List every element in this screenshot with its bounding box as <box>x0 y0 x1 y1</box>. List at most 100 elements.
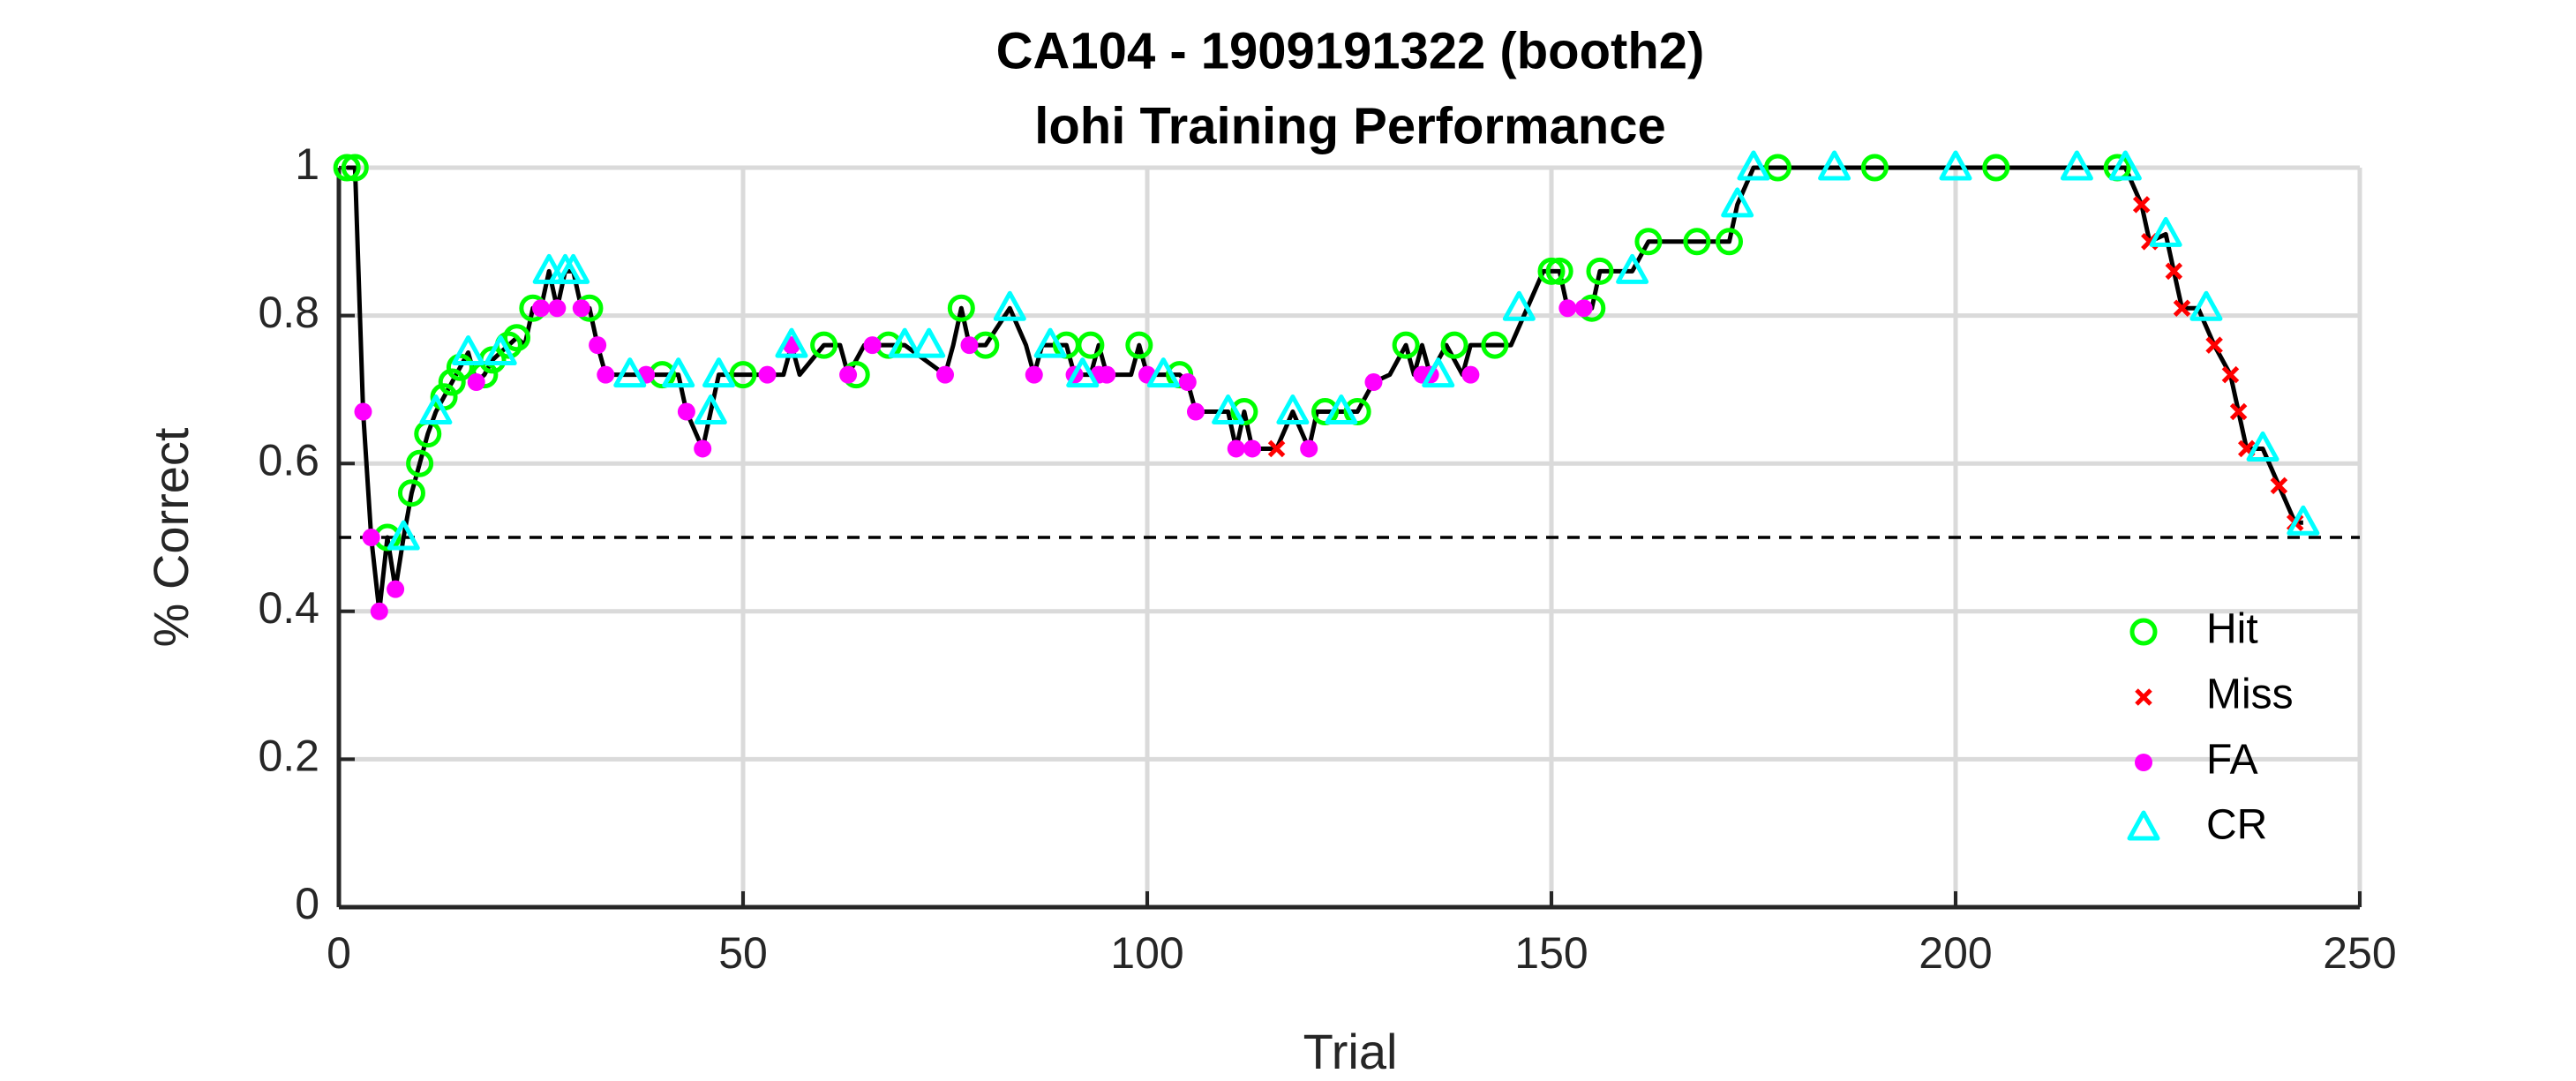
marker-hit <box>341 154 369 182</box>
x-tick-label: 50 <box>718 928 768 978</box>
marker-fa <box>694 439 712 458</box>
marker-fa <box>589 336 607 355</box>
marker-fa <box>1574 299 1593 318</box>
legend-marker <box>2129 618 2158 646</box>
marker-cr <box>1502 290 1536 321</box>
marker-fa <box>758 365 777 384</box>
marker-hit <box>1586 257 1614 285</box>
legend-label: FA <box>2206 737 2258 784</box>
marker-hit <box>406 449 434 477</box>
marker-hit <box>438 368 466 396</box>
marker-cr <box>2246 431 2279 462</box>
y-tick-label: 0.4 <box>258 583 319 633</box>
marker-fa <box>1178 373 1197 392</box>
y-tick-label: 1 <box>295 139 319 189</box>
marker-cr <box>694 394 727 425</box>
marker-hit <box>1683 228 1711 256</box>
y-tick-label: 0.8 <box>258 288 319 337</box>
marker-cr <box>1066 357 1100 388</box>
marker-miss <box>1267 439 1286 458</box>
marker-hit <box>1537 257 1566 285</box>
marker-hit <box>1230 398 1258 426</box>
marker-fa <box>1364 373 1383 392</box>
marker-cr <box>1939 150 1972 181</box>
marker-hit <box>1481 331 1509 359</box>
marker-fa <box>1186 402 1205 421</box>
marker-fa <box>572 299 590 318</box>
marker-cr <box>419 394 453 425</box>
chart-subtitle: lohi Training Performance <box>1034 97 1665 154</box>
marker-fa <box>548 299 567 318</box>
marker-cr <box>888 327 921 358</box>
marker-hit <box>1440 331 1468 359</box>
marker-fa <box>1243 439 1262 458</box>
x-tick-label: 200 <box>1919 928 1992 978</box>
marker-fa <box>1300 439 1318 458</box>
marker-fa <box>532 299 550 318</box>
y-tick-label: 0 <box>295 879 319 928</box>
marker-fa <box>362 529 380 546</box>
x-tick-label: 150 <box>1514 928 1588 978</box>
marker-hit <box>1860 154 1889 182</box>
x-tick-label: 100 <box>1110 928 1183 978</box>
marker-cr <box>1818 150 1851 181</box>
marker-hit <box>1392 331 1420 359</box>
marker-fa <box>936 365 954 384</box>
marker-fa <box>677 402 695 421</box>
marker-miss <box>2205 336 2223 354</box>
marker-miss <box>2173 299 2191 317</box>
marker-cr <box>662 357 695 388</box>
marker-cr <box>1033 327 1067 358</box>
marker-miss <box>2221 365 2240 384</box>
marker-miss <box>2229 402 2248 421</box>
marker-fa <box>960 336 979 355</box>
marker-cr <box>1276 394 1310 425</box>
marker-cr <box>557 253 590 284</box>
marker-hit <box>1982 154 2010 182</box>
marker-hit <box>1343 398 1371 426</box>
x-tick-label: 0 <box>327 928 351 978</box>
marker-cr <box>387 520 420 551</box>
marker-hit <box>397 479 425 507</box>
marker-cr <box>1146 357 1180 388</box>
marker-cr <box>1325 394 1358 425</box>
marker-cr <box>1616 253 1649 284</box>
marker-fa <box>839 365 858 384</box>
marker-cr <box>702 357 736 388</box>
marker-hit <box>729 361 757 389</box>
marker-hit <box>1311 398 1340 426</box>
marker-hit <box>333 154 361 182</box>
marker-hit <box>810 331 838 359</box>
marker-cr <box>1422 357 1455 388</box>
marker-fa <box>354 402 372 421</box>
performance-line <box>347 165 2303 614</box>
marker-cr <box>484 335 517 365</box>
marker-miss <box>2132 196 2151 214</box>
legend-label: Hit <box>2206 606 2258 653</box>
marker-fa <box>863 336 882 355</box>
marker-cr <box>2287 505 2320 536</box>
marker-cr <box>2060 150 2093 181</box>
marker-cr <box>2189 290 2223 321</box>
legend-marker <box>2135 688 2152 706</box>
marker-cr <box>613 357 647 388</box>
marker-cr <box>2108 150 2142 181</box>
marker-cr <box>912 327 946 358</box>
marker-cr <box>1721 187 1754 218</box>
marker-fa <box>1227 439 1245 458</box>
x-tick-label: 250 <box>2323 928 2396 978</box>
marker-hit <box>947 294 975 322</box>
marker-cr <box>993 290 1026 321</box>
x-axis-label: Trial <box>1303 1024 1398 1079</box>
marker-fa <box>597 365 615 384</box>
chart-title: CA104 - 1909191322 (booth2) <box>996 22 1705 79</box>
marker-hit <box>1634 228 1663 256</box>
marker-hit <box>1716 228 1744 256</box>
marker-cr <box>452 335 485 365</box>
y-axis-label: % Correct <box>143 427 199 647</box>
y-tick-label: 0.6 <box>258 435 319 484</box>
marker-cr <box>1212 394 1245 425</box>
marker-cr <box>2149 216 2182 247</box>
marker-fa <box>467 373 485 392</box>
